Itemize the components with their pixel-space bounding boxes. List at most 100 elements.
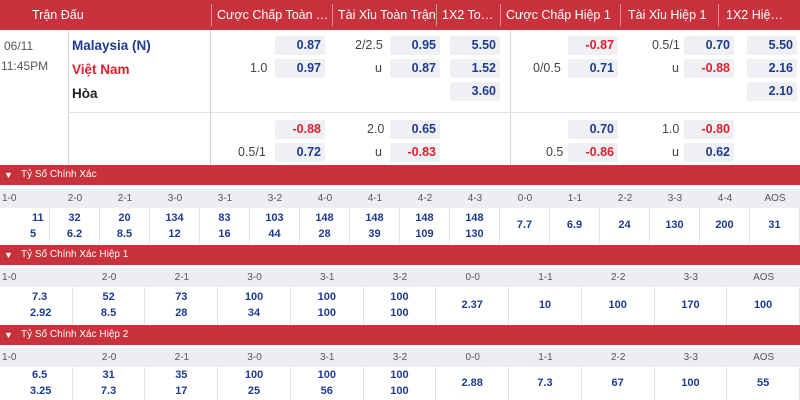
score-odds-value[interactable]: 44	[268, 228, 281, 240]
score-odds-value[interactable]: 100	[753, 299, 773, 311]
score-odds-value[interactable]: 35	[175, 369, 188, 381]
score-odds-value[interactable]: 39	[368, 228, 381, 240]
odds-handicap-full-away[interactable]: 0.97	[275, 59, 325, 78]
score-odds-value[interactable]: 148	[315, 212, 334, 224]
score-odds-value[interactable]: 148	[365, 212, 384, 224]
score-odds-value[interactable]: 134	[165, 212, 184, 224]
score-odds-value[interactable]: 103	[265, 212, 284, 224]
odds-1x2-full-home[interactable]: 5.50	[450, 36, 500, 55]
score-odds-value[interactable]: 83	[218, 212, 231, 224]
odds-alt-handicap-full-home[interactable]: -0.88	[275, 120, 325, 139]
section-title: Tỷ Số Chính Xác Hiệp 2	[21, 329, 129, 340]
score-odds-value[interactable]: 100	[244, 291, 264, 303]
odds-1x2-h1-draw[interactable]: 2.10	[747, 82, 797, 101]
col-header-overunder-h1[interactable]: Tài Xỉu Hiệp 1	[628, 8, 707, 22]
score-odds-value[interactable]: 200	[715, 219, 734, 231]
score-odds-value[interactable]: 34	[247, 307, 261, 319]
score-odds-value[interactable]: 31	[102, 369, 115, 381]
score-odds-value[interactable]: 31	[768, 219, 781, 231]
score-odds-value[interactable]: 2.37	[461, 299, 483, 311]
score-label-row: 1-0 2-0 2-1 3-0 3-1 3-2 4-0 4-1 4-2 4-3 0-0 1-1 2-2 3…	[0, 189, 800, 208]
score-odds-value[interactable]: 24	[618, 219, 631, 231]
odds-under-full[interactable]: 0.87	[390, 59, 440, 78]
col-header-handicap-h1[interactable]: Cược Chấp Hiệp 1	[506, 8, 611, 22]
score-odds-value[interactable]: 2.92	[30, 307, 52, 319]
score-odds-value[interactable]: 8.5	[116, 228, 133, 240]
score-odds-value[interactable]: 20	[118, 212, 131, 224]
score-odds-value[interactable]: 25	[247, 385, 261, 397]
odds-alt-handicap-full-away[interactable]: 0.72	[275, 143, 325, 162]
score-odds-value[interactable]: 56	[320, 385, 333, 397]
score-odds-value[interactable]: 100	[244, 369, 264, 381]
odds-over-h1[interactable]: 0.70	[684, 36, 734, 55]
odds-alt-handicap-h1-home[interactable]: 0.70	[568, 120, 618, 139]
score-odds-value[interactable]: 3.25	[30, 385, 52, 397]
score-odds-value[interactable]: 7.3	[32, 291, 48, 303]
odds-alt-over-full[interactable]: 0.65	[390, 120, 440, 139]
score-odds-value[interactable]: 148	[415, 212, 434, 224]
score-odds-value[interactable]: 100	[608, 299, 627, 311]
odds-1x2-h1-home[interactable]: 5.50	[747, 36, 797, 55]
section-header-correct-score[interactable]: ▼ Tỷ Số Chính Xác	[0, 165, 800, 185]
col-header-match[interactable]: Trận Đấu	[32, 8, 84, 22]
score-odds-value[interactable]: 7.3	[537, 376, 553, 389]
score-odds-value[interactable]: 16	[218, 228, 231, 240]
score-odds-value[interactable]: 28	[318, 228, 331, 240]
score-odds-value[interactable]: 100	[317, 291, 336, 303]
section-header-correct-score-h1[interactable]: ▼ Tỷ Số Chính Xác Hiệp 1	[0, 245, 800, 265]
score-odds-value[interactable]: 100	[390, 307, 409, 319]
score-odds-value[interactable]: 7.7	[516, 219, 533, 231]
score-odds-value[interactable]: 17	[175, 385, 188, 397]
score-cell: 2.37	[436, 287, 510, 325]
score-odds-value[interactable]: 109	[415, 228, 434, 240]
score-odds-value[interactable]: 6.5	[32, 369, 48, 381]
odds-handicap-h1-home[interactable]: -0.87	[568, 36, 618, 55]
score-odds-value[interactable]: 73	[175, 291, 188, 303]
odds-1x2-h1-away[interactable]: 2.16	[747, 59, 797, 78]
odds-alt-under-h1[interactable]: 0.62	[684, 143, 734, 162]
score-odds-value[interactable]: 100	[390, 385, 409, 397]
score-odds-value[interactable]: 8.5	[100, 307, 117, 319]
score-odds-value[interactable]: 130	[665, 219, 684, 231]
score-odds-value[interactable]: 28	[175, 307, 188, 319]
score-odds-value[interactable]: 6.2	[66, 228, 83, 240]
chevron-down-icon[interactable]: ▼	[4, 250, 13, 260]
col-header-1x2-h1[interactable]: 1X2 Hiệp 1	[726, 8, 788, 22]
score-odds-value[interactable]: 100	[390, 291, 409, 303]
odds-over-full[interactable]: 0.95	[390, 36, 440, 55]
odds-alt-over-h1[interactable]: -0.80	[684, 120, 734, 139]
score-odds-value[interactable]: 12	[168, 228, 181, 240]
chevron-down-icon[interactable]: ▼	[4, 330, 13, 340]
odds-under-h1[interactable]: -0.88	[684, 59, 734, 78]
score-odds-value[interactable]: 100	[317, 369, 336, 381]
score-odds-value[interactable]: 5	[30, 228, 37, 240]
odds-1x2-full-away[interactable]: 1.52	[450, 59, 500, 78]
odds-alt-under-full[interactable]: -0.83	[390, 143, 440, 162]
score-odds-value[interactable]: 130	[465, 228, 484, 240]
odds-handicap-h1-away[interactable]: 0.71	[568, 59, 618, 78]
score-odds-value[interactable]: 100	[390, 369, 409, 381]
score-odds-value[interactable]: 100	[681, 376, 700, 389]
col-header-1x2-full[interactable]: 1X2 Toàn Trận	[442, 8, 502, 22]
score-odds-value[interactable]: 100	[317, 307, 336, 319]
score-odds-value[interactable]: 7.3	[100, 385, 117, 397]
col-header-handicap-full[interactable]: Cược Chấp Toàn Trận	[217, 8, 333, 22]
odds-alt-handicap-h1-away[interactable]: -0.86	[568, 143, 618, 162]
score-odds-value[interactable]: 10	[538, 299, 552, 311]
score-odds-value[interactable]: 32	[68, 212, 81, 224]
score-odds-value[interactable]: 2.88	[461, 376, 483, 389]
chevron-down-icon[interactable]: ▼	[4, 170, 13, 180]
odds-1x2-full-draw[interactable]: 3.60	[450, 82, 500, 101]
odds-handicap-full-home[interactable]: 0.87	[275, 36, 325, 55]
score-odds-value[interactable]: 170	[681, 299, 700, 311]
score-odds-value[interactable]: 11	[32, 212, 44, 224]
team-home[interactable]: Malaysia (N)	[72, 38, 151, 53]
score-label: 1-1	[538, 352, 553, 363]
section-header-correct-score-h2[interactable]: ▼ Tỷ Số Chính Xác Hiệp 2	[0, 325, 800, 345]
score-odds-value[interactable]: 55	[757, 376, 770, 389]
score-odds-value[interactable]: 6.9	[566, 219, 583, 231]
team-away[interactable]: Việt Nam	[72, 62, 130, 77]
score-odds-value[interactable]: 67	[611, 376, 624, 389]
score-odds-value[interactable]: 52	[102, 291, 115, 303]
score-odds-value[interactable]: 148	[465, 212, 484, 224]
